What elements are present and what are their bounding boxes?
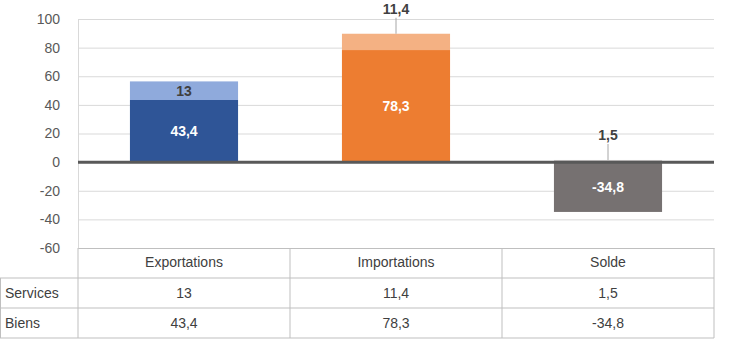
y-tick-label: 20 [44, 125, 60, 141]
bar [554, 162, 662, 212]
leader-line [396, 18, 397, 34]
y-tick-label: 100 [37, 11, 61, 27]
y-tick-label: -20 [40, 183, 60, 199]
x-tick: Importations [357, 248, 434, 270]
x-tick: Solde [590, 248, 626, 270]
zero-line [78, 161, 714, 164]
y-tick-label: 0 [52, 154, 60, 170]
y-tick: -40 [40, 211, 714, 227]
table-cell: 78,3 [382, 315, 409, 331]
leader-line [608, 144, 609, 160]
data-label: 13 [176, 83, 192, 99]
chart: -60 -40 -20 0 20 40 60 80 100 13 11,4 1,5 43,4 78,3 -3… [0, 0, 732, 350]
x-tick-label: Solde [590, 254, 626, 270]
table-border [78, 248, 79, 338]
table-row-header: Services [5, 285, 59, 301]
table-border [0, 278, 714, 279]
x-axis-line [79, 248, 715, 249]
table-border [502, 248, 503, 338]
table-border [714, 248, 715, 338]
data-table: Services 13 11,4 1,5 Biens 43,4 78,3 -34,8 [0, 248, 714, 338]
grid-line [78, 219, 714, 220]
grid-line [78, 248, 714, 249]
data-labels: 13 11,4 1,5 43,4 78,3 -34,8 [170, 1, 624, 195]
bar [342, 34, 450, 50]
y-axis: -60 -40 -20 0 20 40 60 80 100 [37, 11, 714, 256]
table-cell: 13 [176, 285, 192, 301]
grid-line [78, 162, 714, 163]
data-label: -34,8 [592, 179, 624, 195]
y-tick-label: -60 [40, 240, 60, 256]
y-tick-label: -40 [40, 211, 60, 227]
x-axis: Exportations Importations Solde [79, 248, 715, 270]
data-label: 1,5 [598, 127, 618, 143]
table-row-header: Biens [5, 315, 40, 331]
table-border [290, 248, 291, 338]
bar [130, 81, 238, 100]
x-tick-label: Exportations [145, 254, 223, 270]
x-tick: Exportations [145, 248, 223, 270]
bars [130, 34, 662, 212]
y-tick-label: 80 [44, 40, 60, 56]
table-cell: -34,8 [592, 315, 624, 331]
table-border [0, 308, 714, 309]
data-label: 43,4 [170, 123, 197, 139]
bar [130, 100, 238, 162]
table-border [0, 338, 714, 339]
y-tick-label: 40 [44, 97, 60, 113]
y-tick: 100 [37, 11, 714, 27]
data-label: 11,4 [383, 1, 410, 17]
y-tick-label: 60 [44, 68, 60, 84]
table-cell: 11,4 [383, 285, 409, 301]
x-tick-label: Importations [357, 254, 434, 270]
table-cell: 43,4 [170, 315, 197, 331]
table-cell: 1,5 [598, 285, 618, 301]
bar [342, 50, 450, 162]
data-label: 78,3 [382, 98, 409, 114]
